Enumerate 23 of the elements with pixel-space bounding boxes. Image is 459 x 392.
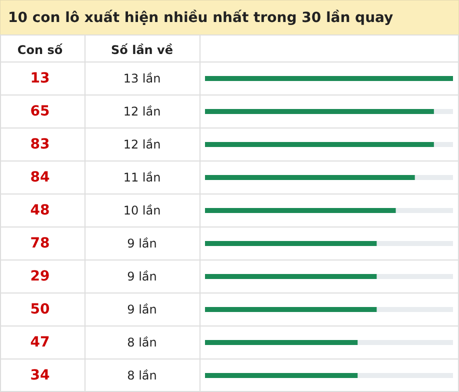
- data-label: 12 lần: [123, 138, 161, 152]
- chart-title: 10 con lô xuất hiện nhiều nhất trong 30 lần quay: [8, 9, 394, 26]
- data-label: 12 lần: [123, 104, 161, 118]
- data-label: 9 lần: [127, 236, 157, 250]
- y-tick-label: 47: [30, 334, 50, 350]
- y-tick-label: 65: [30, 104, 50, 120]
- y-tick-label: 78: [30, 236, 50, 252]
- y-tick-label: 48: [30, 202, 50, 218]
- y-tick-label: 34: [30, 368, 50, 384]
- data-label: 13 lần: [123, 72, 161, 86]
- y-axis-title: Con số: [17, 43, 64, 57]
- text: Số lần về: [111, 43, 173, 57]
- data-label: 8 lần: [127, 336, 157, 350]
- y-tick-label: 84: [30, 170, 50, 186]
- data-label: 11 lần: [123, 170, 161, 184]
- data-label: 10 lần: [123, 204, 161, 218]
- data-label: 9 lần: [127, 302, 157, 316]
- y-tick-label: 83: [30, 136, 50, 152]
- y-tick-label: 13: [30, 70, 50, 86]
- y-tick-label: 29: [30, 268, 50, 284]
- y-tick-label: 50: [30, 302, 50, 318]
- data-label: 9 lần: [127, 270, 157, 284]
- data-label: 8 lần: [127, 368, 157, 382]
